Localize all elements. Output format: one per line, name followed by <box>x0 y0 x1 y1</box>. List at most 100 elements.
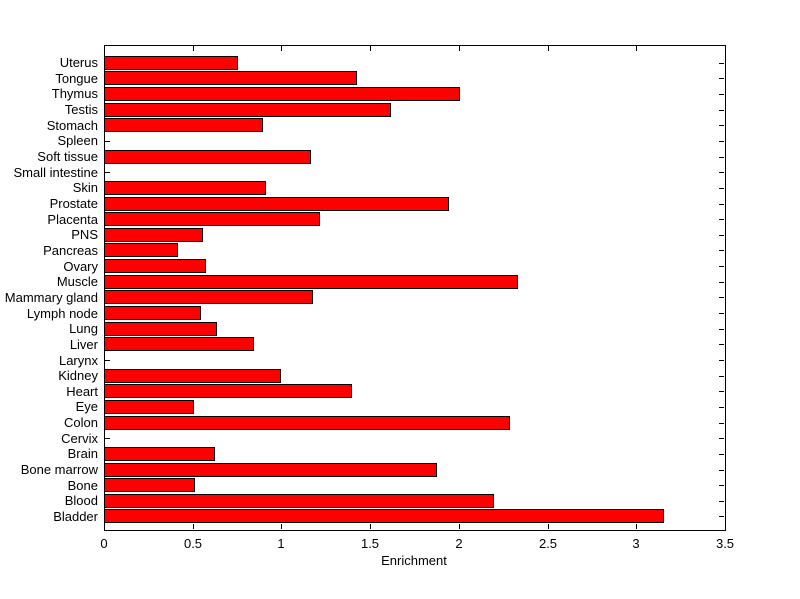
axis-tick <box>719 234 724 236</box>
bar-soft-tissue <box>104 149 311 164</box>
axis-tick <box>548 46 549 51</box>
axis-tick <box>719 297 724 299</box>
bar-thymus <box>104 86 460 101</box>
axis-tick <box>719 140 724 142</box>
axis-tick <box>719 391 724 393</box>
bar-heart <box>104 384 352 399</box>
y-tick-label: Cervix <box>61 430 98 446</box>
axis-tick <box>725 524 726 529</box>
y-tick-label: Brain <box>67 446 98 462</box>
axis-tick <box>105 360 110 361</box>
bar-testis <box>104 102 391 117</box>
y-tick-label: Pancreas <box>43 242 98 258</box>
y-tick-label: Testis <box>64 102 98 118</box>
axis-tick <box>636 46 637 51</box>
y-tick-label: Placenta <box>47 211 98 227</box>
axis-tick <box>719 500 724 502</box>
bar-stomach <box>104 118 263 133</box>
axis-tick <box>105 438 110 440</box>
y-tick-label: Lymph node <box>26 305 98 321</box>
x-axis-label: Enrichment <box>381 553 447 568</box>
bar-bone <box>104 478 195 493</box>
y-tick-label: Soft tissue <box>37 149 98 165</box>
axis-tick <box>719 485 724 487</box>
bar-pns <box>104 227 203 242</box>
y-tick-label: Mammary gland <box>4 289 98 305</box>
axis-tick <box>719 406 724 408</box>
axis-tick <box>105 140 110 142</box>
x-tick-label: 1.5 <box>360 536 380 551</box>
axis-tick <box>548 524 549 529</box>
y-tick-label: Bone marrow <box>20 462 98 478</box>
axis-tick <box>719 250 724 252</box>
x-tick-label: 2 <box>455 536 463 551</box>
axis-tick <box>719 62 724 64</box>
axis-tick <box>719 219 724 221</box>
y-tick-label: Ovary <box>63 258 98 274</box>
axis-tick <box>719 469 724 471</box>
bar-ovary <box>104 259 206 274</box>
bar-pancreas <box>104 243 178 258</box>
axis-tick <box>719 125 724 127</box>
y-tick-label: Stomach <box>46 117 98 133</box>
axis-tick <box>281 46 282 51</box>
axis-tick <box>104 46 105 51</box>
bar-mammary-gland <box>104 290 313 305</box>
x-tick-label: 0 <box>100 536 108 551</box>
y-tick-label: Prostate <box>49 196 98 212</box>
axis-tick <box>370 524 371 529</box>
y-tick-label: Liver <box>69 336 98 352</box>
axis-tick <box>719 172 724 174</box>
axis-tick <box>719 453 724 455</box>
axis-tick <box>719 156 724 158</box>
y-tick-label: Skin <box>72 180 98 196</box>
axis-tick <box>719 281 724 283</box>
y-tick-label: Thymus <box>51 86 98 102</box>
bar-prostate <box>104 196 449 211</box>
axis-tick <box>636 524 637 529</box>
y-tick-label: Colon <box>64 415 98 431</box>
axis-tick <box>105 172 110 174</box>
axis-tick <box>719 266 724 268</box>
bar-liver <box>104 337 254 352</box>
bar-colon <box>104 415 510 430</box>
bar-lung <box>104 321 217 336</box>
y-tick-label: Uterus <box>59 55 98 71</box>
axis-tick <box>719 516 724 518</box>
x-tick-label: 2.5 <box>538 536 558 551</box>
axis-tick <box>719 109 724 111</box>
axis-tick <box>281 524 282 529</box>
y-tick-label: Spleen <box>57 133 98 149</box>
axis-tick <box>719 375 724 377</box>
x-tick-label: 3.5 <box>715 536 735 551</box>
axis-tick <box>719 360 724 361</box>
y-tick-label: Eye <box>75 399 98 415</box>
axis-tick <box>719 187 724 189</box>
y-tick-label: Larynx <box>58 352 98 368</box>
x-tick-label: 3 <box>632 536 640 551</box>
axis-tick <box>719 78 724 80</box>
y-tick-label: Blood <box>64 493 98 509</box>
axis-tick <box>719 313 724 315</box>
axis-tick <box>719 344 724 346</box>
axis-tick <box>725 46 726 51</box>
y-tick-label: Bladder <box>53 508 98 524</box>
bar-bone-marrow <box>104 462 437 477</box>
y-tick-label: Lung <box>69 321 98 337</box>
bar-placenta <box>104 212 320 227</box>
y-tick-label: Heart <box>66 383 98 399</box>
bar-bladder <box>104 509 664 524</box>
axis-tick <box>459 46 460 51</box>
axis-tick <box>104 524 105 529</box>
axis-tick <box>719 328 724 330</box>
axis-tick <box>719 203 724 205</box>
axis-tick <box>719 438 724 440</box>
x-tick-label: 1 <box>277 536 285 551</box>
bar-blood <box>104 493 494 508</box>
y-tick-label: PNS <box>71 227 98 243</box>
y-tick-label: Bone <box>67 477 98 493</box>
bar-uterus <box>104 55 238 70</box>
bar-skin <box>104 180 266 195</box>
bar-tongue <box>104 71 357 86</box>
